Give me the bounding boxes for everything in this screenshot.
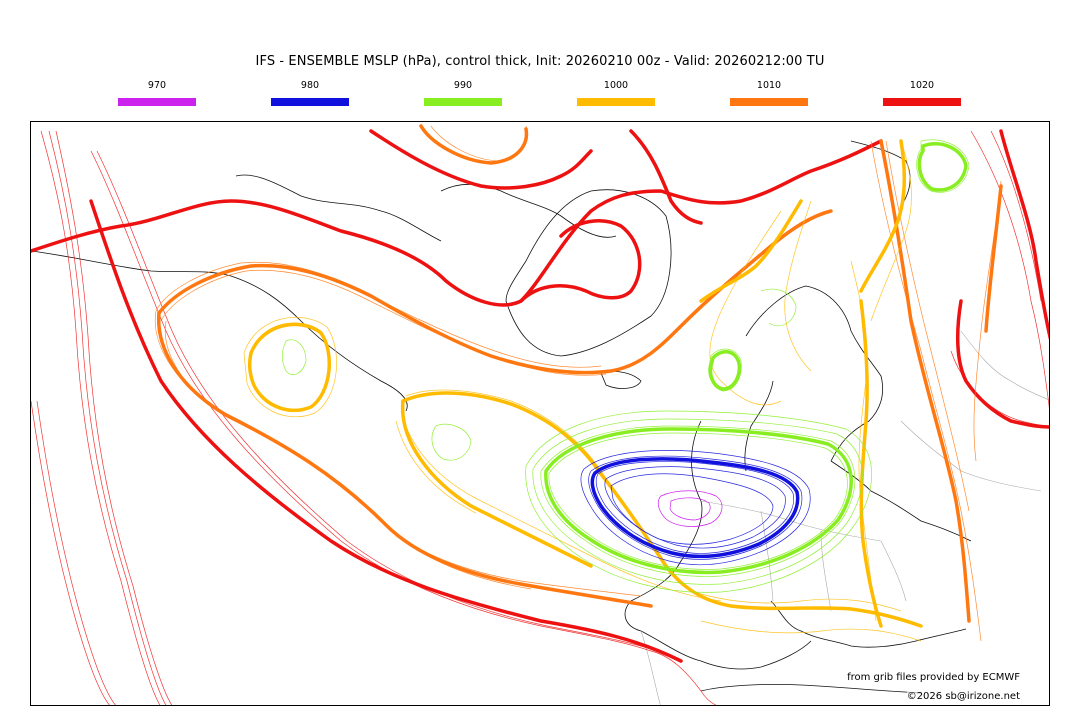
legend-item-1000: 1000	[577, 80, 655, 106]
legend-label: 1010	[756, 80, 782, 91]
legend-item-980: 980	[271, 80, 349, 106]
legend-item-990: 990	[424, 80, 502, 106]
legend-item-1020: 1020	[883, 80, 961, 106]
legend-swatch	[883, 98, 961, 106]
country-borders	[640, 330, 1049, 705]
legend-item-970: 970	[118, 80, 196, 106]
legend-label: 970	[147, 80, 167, 91]
legend-label: 980	[300, 80, 320, 91]
legend-label: 1000	[603, 80, 629, 91]
chart-title: IFS - ENSEMBLE MSLP (hPa), control thick…	[255, 54, 825, 69]
isobars-970	[657, 490, 723, 527]
legend-label: 1020	[909, 80, 935, 91]
map-frame	[30, 121, 1050, 706]
isobar-map	[31, 124, 1049, 705]
copyright-credit: ©2026 sb@irizone.net	[906, 691, 1020, 702]
isobars-980	[580, 450, 811, 566]
legend-swatch	[271, 98, 349, 106]
legend-label: 990	[453, 80, 473, 91]
legend-swatch	[424, 98, 502, 106]
map-layers	[31, 124, 1049, 705]
isobars-990	[281, 139, 970, 593]
isobars-1010	[154, 124, 1003, 642]
legend-swatch	[730, 98, 808, 106]
legend-swatch	[118, 98, 196, 106]
isobars-1020	[31, 129, 1049, 705]
legend-swatch	[577, 98, 655, 106]
provider-credit: from grib files provided by ECMWF	[847, 672, 1020, 683]
legend-item-1010: 1010	[730, 80, 808, 106]
